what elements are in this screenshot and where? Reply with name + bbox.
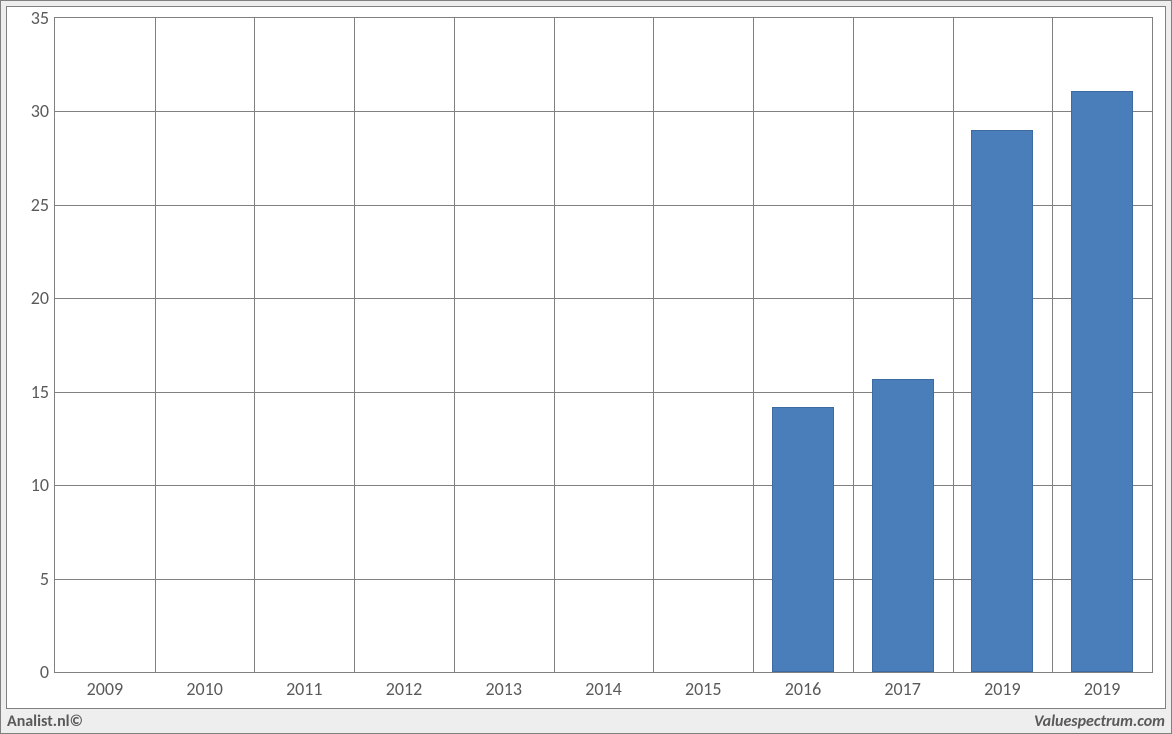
- x-tick-label: 2012: [386, 678, 423, 700]
- gridline-v: [653, 18, 654, 672]
- gridline-v: [953, 18, 954, 672]
- x-tick-label: 2015: [685, 678, 722, 700]
- footer-right-credit: Valuespectrum.com: [1034, 712, 1165, 731]
- y-tick-label: 25: [31, 194, 49, 216]
- bar: [772, 407, 834, 672]
- y-tick-label: 20: [31, 287, 49, 309]
- gridline-v: [853, 18, 854, 672]
- chart-outer-frame: 0 5 10 15 20 25 30 35 2009 2010 2011 2012 2013 2014 20…: [0, 0, 1172, 734]
- gridline-v: [354, 18, 355, 672]
- y-tick-label: 0: [40, 661, 49, 683]
- bar: [1071, 91, 1133, 672]
- gridline-v: [554, 18, 555, 672]
- x-tick-label: 2017: [884, 678, 921, 700]
- bar: [872, 379, 934, 672]
- chart-inner-frame: 0 5 10 15 20 25 30 35 2009 2010 2011 2012 2013 2014 20…: [6, 6, 1166, 709]
- y-tick-label: 10: [31, 474, 49, 496]
- x-tick-label: 2013: [486, 678, 523, 700]
- x-tick-label: 2011: [286, 678, 323, 700]
- gridline-v: [753, 18, 754, 672]
- gridline-v: [254, 18, 255, 672]
- gridline-v: [1052, 18, 1053, 672]
- x-tick-label: 2019: [1084, 678, 1121, 700]
- plot-area: 0510152025303520092010201120122013201420…: [54, 17, 1153, 673]
- x-tick-label: 2010: [186, 678, 223, 700]
- x-tick-label: 2009: [87, 678, 124, 700]
- y-tick-label: 5: [40, 568, 49, 590]
- gridline-v: [155, 18, 156, 672]
- bar: [971, 130, 1033, 672]
- y-tick-label: 35: [31, 7, 49, 29]
- y-tick-label: 30: [31, 100, 49, 122]
- x-tick-label: 2016: [785, 678, 822, 700]
- x-tick-label: 2019: [984, 678, 1021, 700]
- gridline-v: [454, 18, 455, 672]
- y-tick-label: 15: [31, 381, 49, 403]
- footer-left-credit: Analist.nl©: [7, 712, 83, 731]
- gridline-h: [55, 111, 1152, 112]
- x-tick-label: 2014: [585, 678, 622, 700]
